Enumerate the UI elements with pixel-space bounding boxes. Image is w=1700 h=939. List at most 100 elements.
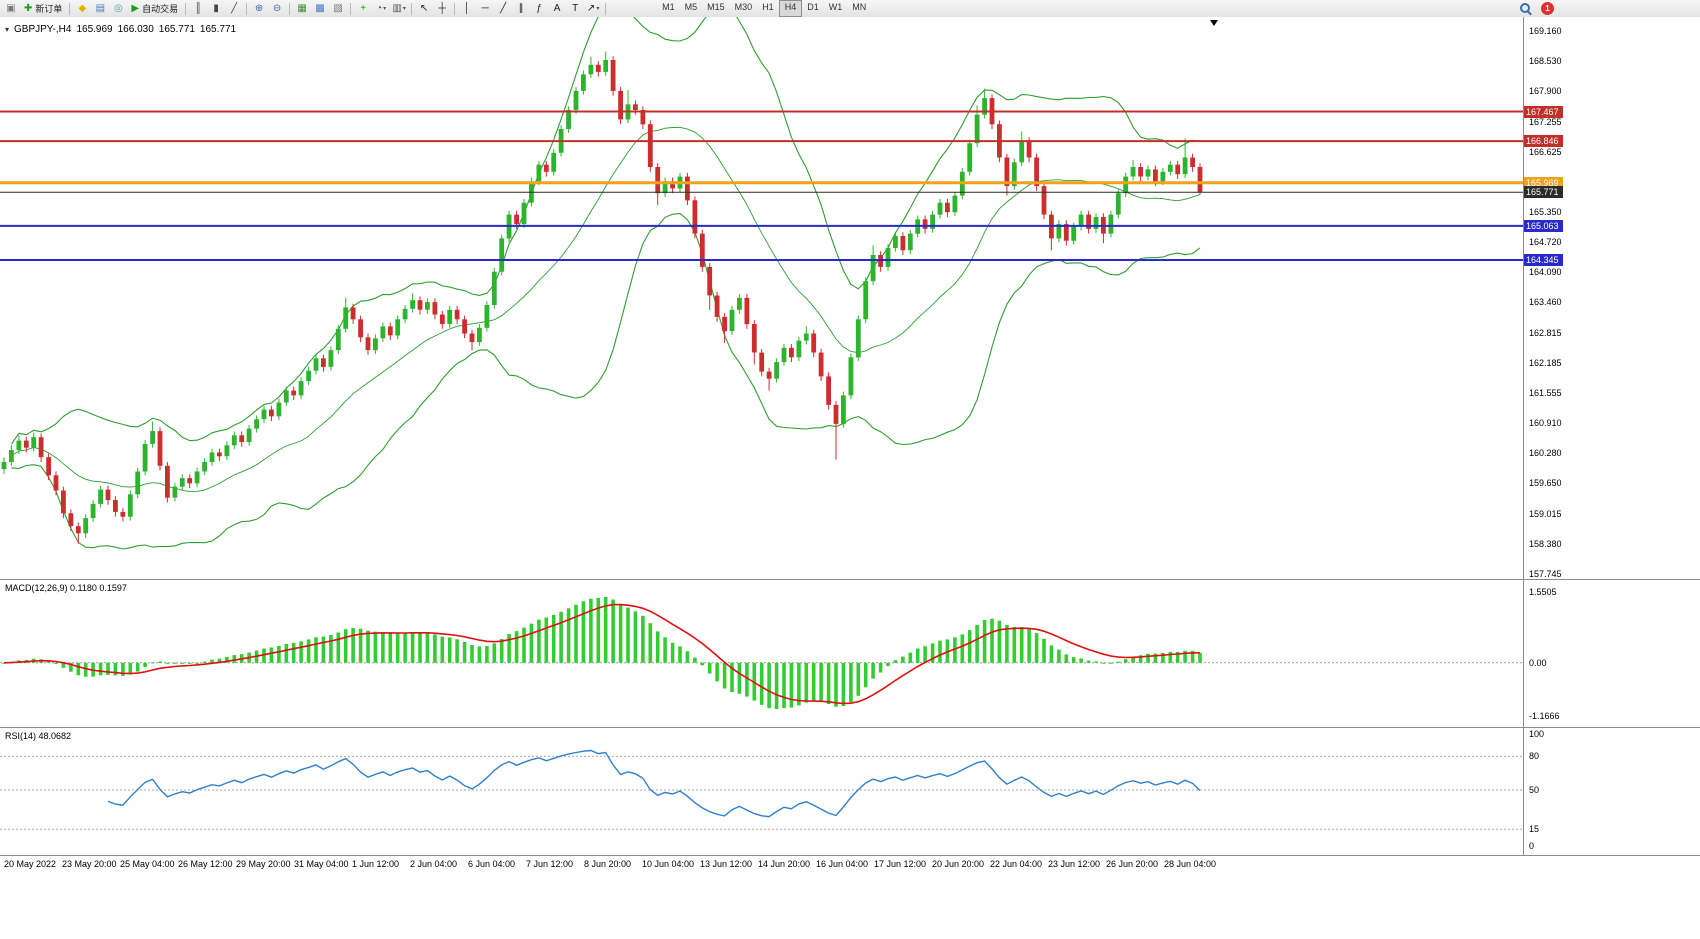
text-label-icon: T	[572, 2, 579, 14]
rsi-chart[interactable]	[0, 728, 1523, 856]
line-chart-icon: ╱	[231, 2, 238, 14]
arrows-icon[interactable]: ↗ ▾	[584, 1, 602, 16]
macd-axis[interactable]: 1.5505 0.00 -1.1666	[1523, 580, 1700, 728]
timeframe-w1-button[interactable]: W1	[828, 2, 843, 12]
price-axis-label: 159.015	[1529, 508, 1562, 519]
macd-signal-line	[3, 603, 1201, 705]
arrange-windows-icon[interactable]: ▧	[329, 1, 347, 16]
horizontal-line-icon[interactable]: ─	[476, 1, 494, 16]
text-icon: A	[553, 2, 561, 14]
time-axis-label: 10 Jun 04:00	[642, 859, 695, 869]
time-axis-label: 6 Jun 04:00	[468, 859, 516, 869]
time-axis-label: 20 May 2022	[4, 859, 57, 869]
price-axis-label: 158.380	[1529, 538, 1562, 549]
rsi-axis-label: 0	[1529, 841, 1535, 851]
time-axis-label: 29 May 20:00	[236, 859, 291, 869]
toolbar-separator	[411, 2, 413, 15]
zoom-out-icon[interactable]: ⊖	[268, 1, 286, 16]
search-button[interactable]	[1517, 1, 1535, 16]
timeframe-m5-button[interactable]: M5	[684, 2, 698, 12]
time-axis-label: 26 Jun 20:00	[1106, 859, 1159, 869]
timeframe-mn-button[interactable]: MN	[852, 2, 867, 12]
crosshair-icon[interactable]: ┼	[433, 1, 451, 16]
time-axis-label: 25 May 04:00	[120, 859, 175, 869]
time-axis-label: 7 Jun 12:00	[526, 859, 574, 869]
candles-layer	[1, 51, 1203, 544]
price-axis-label: 165.350	[1529, 207, 1562, 218]
strategy-tester-icon[interactable]: ◎	[109, 1, 127, 16]
time-axis-label: 23 May 20:00	[62, 859, 117, 869]
bar-chart-icon[interactable]: ║	[189, 1, 207, 16]
dropdown-caret-icon: ▾	[402, 6, 406, 12]
fibonacci-icon[interactable]: ƒ	[530, 1, 548, 16]
toolbar-separator	[185, 2, 187, 15]
ohlc-low: 165.771	[158, 24, 195, 35]
auto-trading-button[interactable]: ▶ 自动交易	[127, 1, 182, 16]
timeframe-m15-button[interactable]: M15	[707, 2, 725, 12]
price-axis-label: 160.280	[1529, 448, 1562, 459]
trendline-icon[interactable]: ╱	[494, 1, 512, 16]
indicators-icon[interactable]: +	[354, 1, 372, 16]
tile-windows-icon[interactable]: ▦	[293, 1, 311, 16]
chart-title-overlay: ▾ GBPJPY-,H4 165.969 166.030 165.771 165…	[5, 24, 236, 35]
text-label-icon[interactable]: T	[566, 1, 584, 16]
vertical-line-icon[interactable]: │	[458, 1, 476, 16]
bollinger-bands	[10, 17, 1201, 550]
candlestick-chart-icon: ▮	[213, 2, 219, 14]
market-watch-icon[interactable]: ◆	[73, 1, 91, 16]
price-chart[interactable]	[0, 17, 1523, 579]
zoom-in-icon[interactable]: ⊕	[250, 1, 268, 16]
periods-icon[interactable]: ◔ ▾	[372, 1, 390, 16]
arrange-windows-icon: ▧	[333, 2, 343, 14]
timeframe-d1-button[interactable]: D1	[807, 2, 819, 12]
toolbar-separator	[69, 2, 71, 15]
current-price-tag: 165.771	[1524, 186, 1563, 199]
rsi-axis-label: 50	[1529, 785, 1540, 795]
new-order-button[interactable]: ✚ 新订单	[20, 1, 66, 16]
rsi-panel: RSI(14) 48.0682 100 80 50 15 0	[0, 727, 1700, 856]
price-axis-label: 163.460	[1529, 297, 1562, 308]
dropdown-caret-icon: ▾	[383, 6, 387, 12]
symbol-timeframe-label: GBPJPY-,H4	[14, 24, 72, 35]
timeframe-h1-button[interactable]: H1	[762, 2, 774, 12]
bollinger-lower-line	[11, 212, 1201, 550]
chevron-down-icon[interactable]: ▾	[5, 25, 10, 34]
timeframe-m30-button[interactable]: M30	[734, 2, 753, 12]
fibonacci-icon: ƒ	[536, 2, 542, 14]
templates-icon[interactable]: ▥ ▾	[390, 1, 408, 16]
price-axis-label: 161.555	[1529, 387, 1562, 398]
text-icon[interactable]: A	[548, 1, 566, 16]
time-axis[interactable]: 20 May 2022 23 May 20:00 25 May 04:00 26 Ma…	[0, 855, 1700, 876]
macd-chart[interactable]	[0, 580, 1523, 728]
line-chart-icon[interactable]: ╱	[225, 1, 243, 16]
time-axis-label: 8 Jun 20:00	[584, 859, 632, 869]
rsi-axis[interactable]: 100 80 50 15 0	[1523, 728, 1700, 856]
cursor-icon[interactable]: ↖	[415, 1, 433, 16]
rsi-axis-label: 80	[1529, 751, 1540, 762]
rsi-line	[107, 749, 1201, 818]
arrows-icon: ↗	[586, 2, 596, 14]
data-window-icon[interactable]: ▤	[91, 1, 109, 16]
window-icon[interactable]: ▣	[2, 1, 20, 16]
macd-axis-label: 0.00	[1529, 657, 1547, 668]
chart-shift-marker-icon[interactable]	[1210, 20, 1218, 26]
macd-label: MACD(12,26,9) 0.1180 0.1597	[5, 583, 127, 593]
rsi-axis-label: 100	[1529, 729, 1545, 739]
price-axis-label: 168.530	[1529, 55, 1562, 66]
equidistant-channel-icon[interactable]: ∥	[512, 1, 530, 16]
templates-icon: ▥	[392, 2, 402, 14]
notification-badge[interactable]: 1	[1541, 2, 1554, 15]
price-axis[interactable]: 169.160 168.530 167.900 167.255 166.625 165.9…	[1523, 17, 1700, 579]
price-axis-label: 162.185	[1529, 357, 1562, 368]
price-axis-label: 160.910	[1529, 418, 1562, 429]
cascade-windows-icon[interactable]: ▩	[311, 1, 329, 16]
toolbar-separator	[454, 2, 456, 15]
price-axis-label: 166.625	[1529, 146, 1562, 157]
candlestick-chart-icon[interactable]: ▮	[207, 1, 225, 16]
timeframe-h4-button[interactable]: H4	[778, 0, 803, 17]
new-order-icon: ✚	[24, 2, 33, 14]
crosshair-icon: ┼	[438, 2, 446, 14]
macd-axis-label: -1.1666	[1529, 711, 1560, 721]
time-axis-label: 31 May 04:00	[294, 859, 349, 869]
timeframe-m1-button[interactable]: M1	[662, 2, 675, 12]
